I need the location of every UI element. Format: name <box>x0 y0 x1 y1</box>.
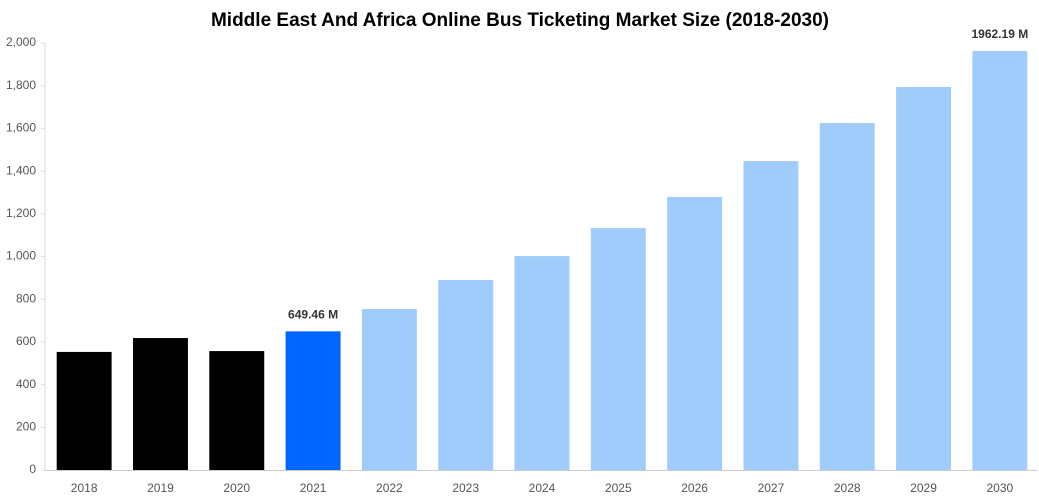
y-tick-label: 1,400 <box>6 163 36 177</box>
bar <box>590 228 646 470</box>
x-tick-label: 2024 <box>529 481 556 495</box>
x-tick-label: 2019 <box>147 481 174 495</box>
bar <box>743 161 799 471</box>
x-tick-label: 2020 <box>223 481 250 495</box>
y-tick-label: 200 <box>16 419 36 433</box>
x-tick-label: 2027 <box>758 481 785 495</box>
x-tick-label: 2028 <box>834 481 861 495</box>
bar <box>667 196 723 470</box>
bar <box>285 331 341 470</box>
chart-title: Middle East And Africa Online Bus Ticket… <box>211 10 829 31</box>
bar <box>514 256 570 470</box>
value-label: 1962.19 M <box>971 27 1028 41</box>
bar <box>438 279 494 470</box>
bar <box>361 309 417 470</box>
x-tick-label: 2022 <box>376 481 403 495</box>
x-tick-label: 2021 <box>300 481 327 495</box>
y-tick-label: 1,200 <box>6 206 36 220</box>
y-tick-label: 1,800 <box>6 78 36 92</box>
x-tick-label: 2030 <box>986 481 1013 495</box>
y-tick-label: 1,600 <box>6 121 36 135</box>
y-tick-label: 400 <box>16 377 36 391</box>
bar <box>819 123 875 470</box>
y-tick-label: 600 <box>16 334 36 348</box>
x-tick-label: 2023 <box>452 481 479 495</box>
y-tick-label: 800 <box>16 291 36 305</box>
value-label: 649.46 M <box>288 308 338 322</box>
x-tick-label: 2026 <box>681 481 708 495</box>
y-tick-label: 2,000 <box>6 35 36 49</box>
x-tick-label: 2018 <box>71 481 98 495</box>
bar <box>972 51 1028 470</box>
bar <box>56 351 112 470</box>
bar <box>896 86 952 470</box>
x-tick-label: 2025 <box>605 481 632 495</box>
bar <box>209 351 265 470</box>
y-tick-label: 0 <box>29 462 36 476</box>
bar <box>132 338 188 470</box>
y-tick-label: 1,000 <box>6 249 36 263</box>
x-tick-label: 2029 <box>910 481 937 495</box>
